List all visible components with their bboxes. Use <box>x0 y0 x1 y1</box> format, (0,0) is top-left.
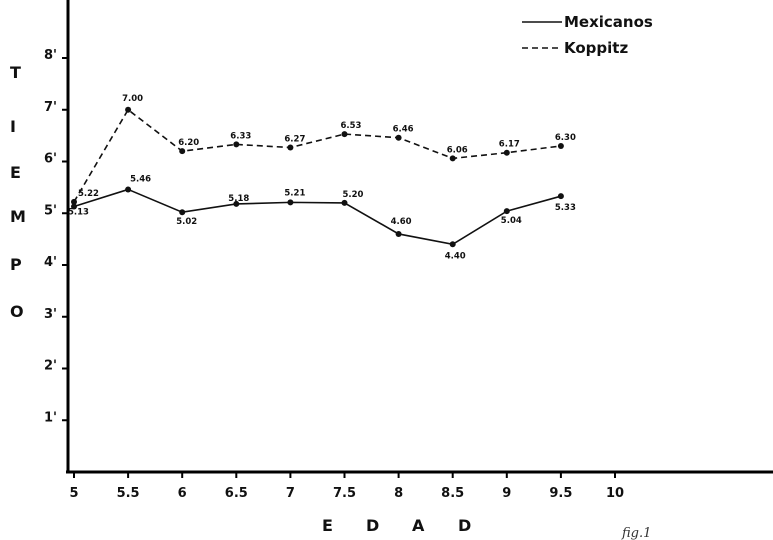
x-axis-title-letter: E <box>322 516 333 535</box>
y-axis-title-letter: I <box>10 117 16 136</box>
data-point-koppitz <box>179 148 186 155</box>
data-label-mexicanos: 5.46 <box>130 174 151 184</box>
series-layer <box>71 106 564 248</box>
data-label-koppitz: 6.33 <box>230 131 251 141</box>
series-line-mexicanos <box>73 188 562 246</box>
y-tick-label: 7' <box>44 100 57 115</box>
y-tick-group: 1' 2' 3' 4' 5' 6' 7' 8' <box>44 48 68 425</box>
data-point-mexicanos <box>503 208 510 215</box>
y-tick-label: 8' <box>44 48 57 63</box>
x-axis-title-letter: A <box>412 516 425 535</box>
data-point-koppitz <box>503 149 510 156</box>
data-point-mexicanos <box>287 199 294 206</box>
y-axis-title-letter: M <box>10 207 26 226</box>
data-point-koppitz <box>395 134 402 141</box>
x-tick-label: 9 <box>502 486 511 501</box>
data-label-mexicanos: 5.21 <box>284 188 305 198</box>
data-label-layer: 5.13 5.46 5.02 5.18 5.21 5.20 4.60 4.40 5.04 5.33… <box>68 94 576 262</box>
y-tick-label: 5' <box>44 203 57 218</box>
y-axis-title-letter: E <box>10 163 21 182</box>
data-point-koppitz <box>449 155 456 162</box>
x-tick-label: 9.5 <box>549 486 572 501</box>
data-label-koppitz: 6.46 <box>393 125 414 135</box>
y-tick-label: 2' <box>44 359 57 374</box>
data-label-mexicanos: 5.13 <box>68 208 89 218</box>
x-axis-title-letter: D <box>458 516 471 535</box>
data-point-mexicanos <box>179 209 186 216</box>
data-label-mexicanos: 5.18 <box>228 194 249 204</box>
x-tick-label: 8.5 <box>441 486 464 501</box>
data-point-mexicanos <box>125 186 132 193</box>
legend-label-mexicanos: Mexicanos <box>564 13 653 31</box>
x-tick-label: 6.5 <box>225 486 248 501</box>
data-point-koppitz <box>233 141 240 148</box>
x-tick-label: 6 <box>178 486 187 501</box>
data-label-koppitz: 6.06 <box>447 145 468 155</box>
data-label-koppitz: 5.22 <box>78 189 99 199</box>
y-tick-label: 3' <box>44 307 57 322</box>
data-label-koppitz: 7.00 <box>122 94 143 104</box>
data-point-mexicanos <box>71 203 77 210</box>
data-point-koppitz <box>557 142 564 149</box>
y-axis-title-letter: P <box>10 255 22 274</box>
data-label-koppitz: 6.17 <box>499 140 520 150</box>
data-point-mexicanos <box>233 200 240 207</box>
x-tick-label: 5 <box>69 486 78 501</box>
data-point-koppitz <box>125 106 132 113</box>
data-label-mexicanos: 5.20 <box>343 190 364 200</box>
data-point-mexicanos <box>395 230 402 237</box>
data-label-mexicanos: 4.60 <box>391 217 412 227</box>
y-axis-title-letter: T <box>10 63 21 82</box>
data-label-mexicanos: 5.33 <box>555 203 576 213</box>
figure-annotation: fig.1 <box>621 526 651 540</box>
data-label-mexicanos: 4.40 <box>445 251 466 261</box>
x-tick-group: 5 5.5 6 6.5 7 7.5 8 8.5 9 9.5 10 <box>69 472 624 501</box>
data-label-koppitz: 6.20 <box>178 138 199 148</box>
data-label-koppitz: 6.53 <box>341 121 362 131</box>
data-point-mexicanos <box>557 193 564 200</box>
x-tick-label: 7.5 <box>333 486 356 501</box>
y-tick-label: 6' <box>44 152 57 167</box>
series-line-koppitz <box>73 108 561 203</box>
x-tick-label: 7 <box>286 486 295 501</box>
legend-label-koppitz: Koppitz <box>564 39 628 57</box>
data-label-mexicanos: 5.02 <box>176 217 197 227</box>
legend: Mexicanos Koppitz <box>522 13 653 57</box>
x-tick-label: 8 <box>394 486 403 501</box>
data-point-mexicanos <box>449 241 456 248</box>
x-axis-title-letter: D <box>366 516 379 535</box>
y-tick-label: 4' <box>44 255 57 270</box>
x-tick-label: 5.5 <box>117 486 140 501</box>
data-point-koppitz <box>71 198 77 205</box>
data-point-koppitz <box>287 144 294 151</box>
data-point-koppitz <box>341 131 348 138</box>
y-axis-title: T I E M P O <box>10 63 26 321</box>
x-tick-label: 10 <box>606 486 624 501</box>
data-label-koppitz: 6.27 <box>284 135 305 145</box>
axes <box>66 0 773 474</box>
data-point-mexicanos <box>341 199 348 206</box>
data-label-koppitz: 6.30 <box>555 133 576 143</box>
data-label-mexicanos: 5.04 <box>501 216 522 226</box>
y-axis-title-letter: O <box>10 302 24 321</box>
y-tick-label: 1' <box>44 410 57 425</box>
